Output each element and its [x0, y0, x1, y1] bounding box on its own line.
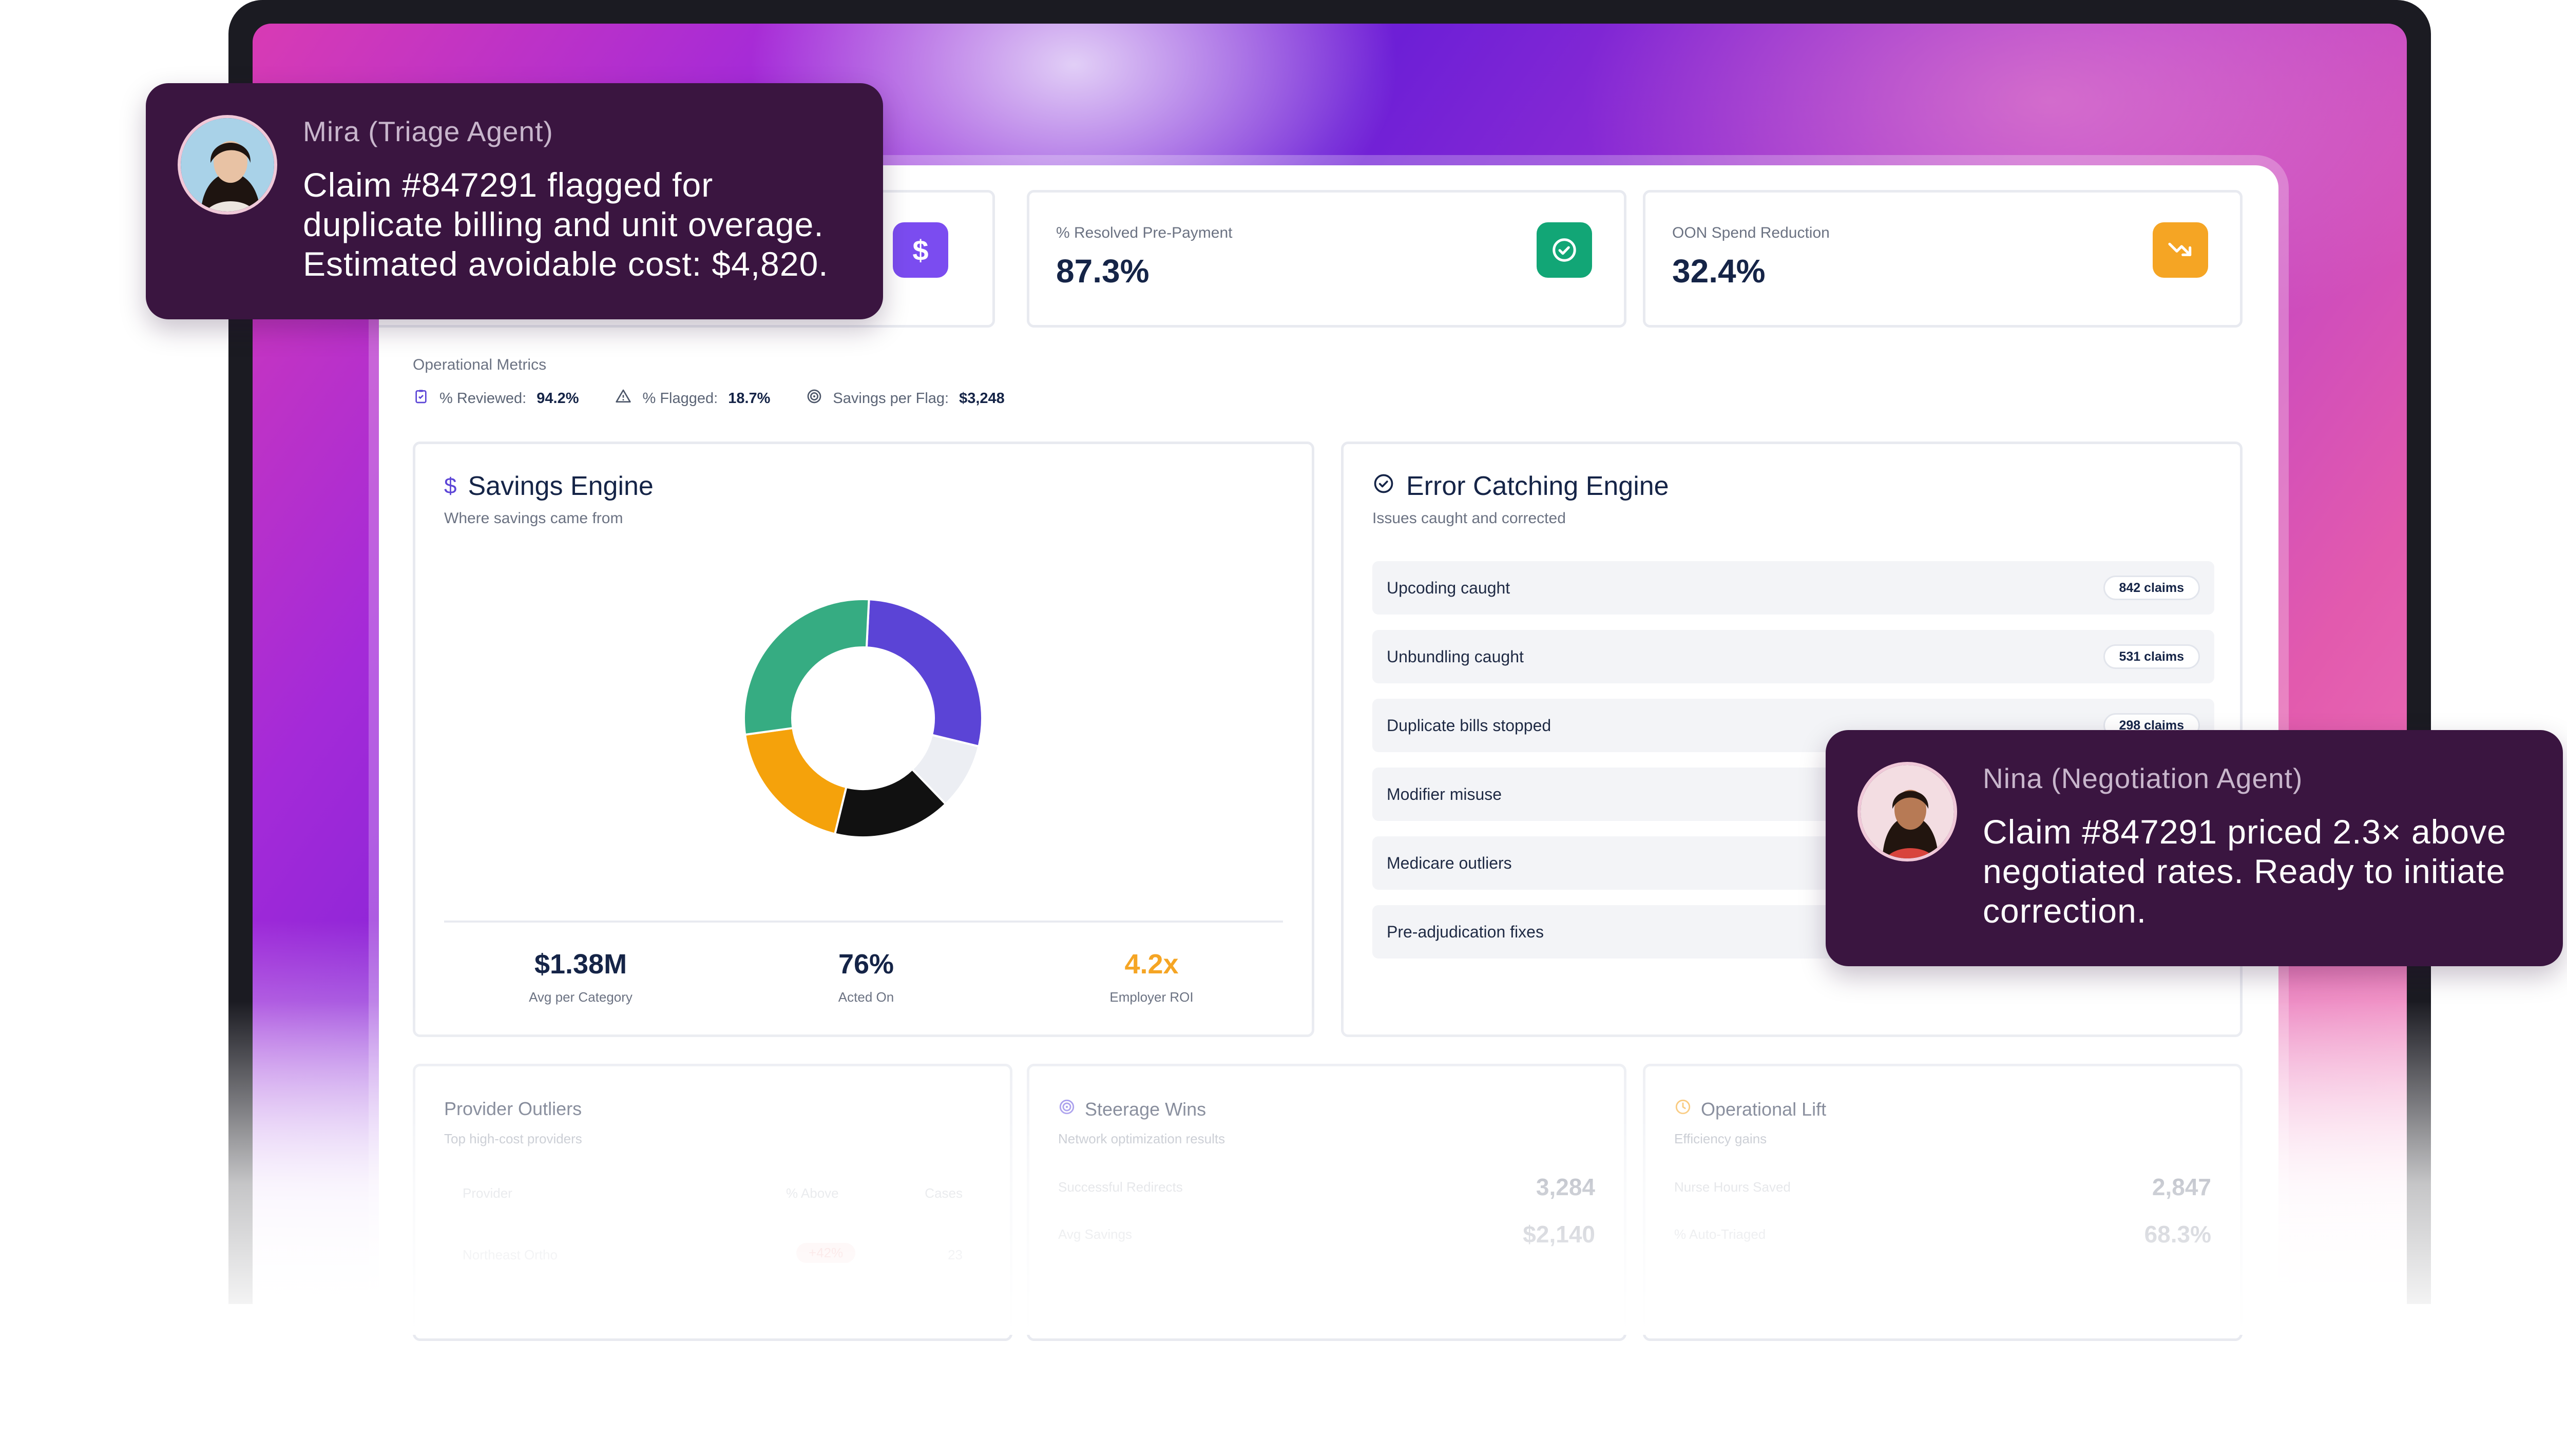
error-engine-subtitle: Issues caught and corrected [1372, 510, 1566, 527]
stat-acted-on: 76% Acted On [838, 949, 894, 1005]
error-catching-panel: Error Catching Engine Issues caught and … [1341, 442, 2243, 1037]
stat-avg-per-category: $1.38M Avg per Category [529, 949, 633, 1005]
provider-outliers-panel: Provider Outliers Top high-cost provider… [413, 1064, 1012, 1341]
steerage-wins-title: Steerage Wins [1085, 1098, 1206, 1120]
clipboard-check-icon [413, 388, 429, 409]
metric-row: Nurse Hours Saved 2,847 [1674, 1174, 2211, 1200]
claims-badge: 531 claims [2103, 644, 2200, 669]
operational-lift-subtitle: Efficiency gains [1674, 1131, 1767, 1146]
operational-lift-panel: Operational Lift Efficiency gains Nurse … [1643, 1064, 2243, 1341]
kpi-card-oon: OON Spend Reduction 32.4% [1643, 190, 2243, 328]
donut-slice[interactable] [743, 598, 870, 736]
provider-outliers-title: Provider Outliers [444, 1098, 582, 1119]
metric-savings-per-flag: Savings per Flag: $3,248 [806, 388, 1005, 409]
metric-row: % Auto-Triaged 68.3% [1674, 1221, 2211, 1248]
agent-name: Nina (Negotiation Agent) [1983, 762, 2303, 794]
dollar-icon: $ [444, 473, 457, 499]
kpi-label: OON Spend Reduction [1672, 224, 1830, 241]
metric-row: Successful Redirects 3,284 [1058, 1174, 1595, 1200]
table-row[interactable]: Northeast Ortho +42% 23 [463, 1241, 963, 1272]
kpi-value: 32.4% [1672, 253, 1766, 290]
mira-avatar [178, 115, 277, 215]
nina-chat-bubble: Nina (Negotiation Agent) Claim #847291 p… [1826, 730, 2563, 966]
chat-message: Claim #847291 priced 2.3× above negotiat… [1983, 813, 2506, 930]
check-circle-icon [1372, 472, 1395, 501]
stat-employer-roi: 4.2x Employer ROI [1109, 949, 1194, 1005]
steerage-wins-panel: Steerage Wins Network optimization resul… [1027, 1064, 1626, 1341]
status-badge: +42% [796, 1243, 856, 1263]
savings-engine-panel: $ Savings Engine Where savings came from… [413, 442, 1314, 1037]
savings-engine-subtitle: Where savings came from [444, 510, 623, 527]
operational-metrics-row: % Reviewed: 94.2% % Flagged: 18.7% Savin… [413, 388, 1041, 409]
error-engine-title: Error Catching Engine [1406, 471, 1669, 501]
steerage-wins-subtitle: Network optimization results [1058, 1131, 1225, 1146]
metric-reviewed: % Reviewed: 94.2% [413, 388, 579, 409]
nina-avatar [1857, 762, 1957, 861]
metric-flagged: % Flagged: 18.7% [615, 388, 770, 409]
table-header: Provider % Above Cases [463, 1185, 963, 1201]
savings-engine-title: Savings Engine [468, 471, 654, 501]
provider-outliers-subtitle: Top high-cost providers [444, 1131, 582, 1146]
kpi-label: % Resolved Pre-Payment [1056, 224, 1233, 241]
trending-down-icon [2153, 222, 2208, 278]
operational-metrics-title: Operational Metrics [413, 356, 547, 373]
savings-donut-chart [743, 598, 983, 838]
target-icon [806, 388, 822, 409]
error-row[interactable]: Upcoding caught 842 claims [1372, 561, 2214, 615]
warning-icon [615, 388, 632, 409]
check-circle-icon [1537, 222, 1592, 278]
claims-badge: 842 claims [2103, 576, 2200, 600]
divider [444, 921, 1283, 923]
donut-slice[interactable] [743, 726, 848, 835]
operational-lift-title: Operational Lift [1701, 1098, 1827, 1120]
metric-row: Avg Savings $2,140 [1058, 1221, 1595, 1248]
mira-chat-bubble: Mira (Triage Agent) Claim #847291 flagge… [146, 83, 883, 319]
target-icon [1058, 1098, 1076, 1120]
clock-icon [1674, 1098, 1692, 1120]
chat-message: Claim #847291 flagged for duplicate bill… [303, 166, 829, 283]
kpi-value: 87.3% [1056, 253, 1150, 290]
dollar-icon: $ [893, 222, 948, 278]
agent-name: Mira (Triage Agent) [303, 116, 553, 147]
error-row[interactable]: Unbundling caught 531 claims [1372, 630, 2214, 683]
donut-slice[interactable] [865, 598, 983, 748]
kpi-card-resolved: % Resolved Pre-Payment 87.3% [1027, 190, 1626, 328]
